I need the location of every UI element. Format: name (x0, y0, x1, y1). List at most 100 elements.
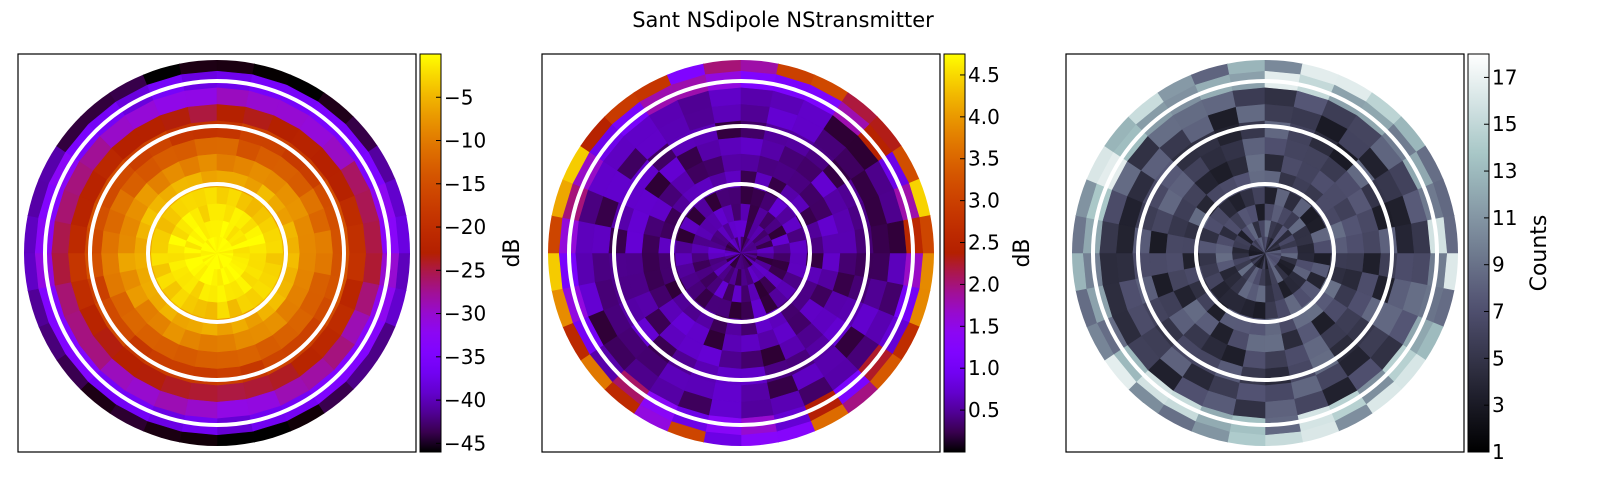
heatmap-cell (870, 223, 891, 254)
elevation-circle (567, 79, 915, 427)
colorbar-1 (943, 53, 966, 453)
heatmap-cell (1362, 252, 1382, 276)
elevation-circles-1 (567, 79, 915, 427)
heatmap-cell (718, 350, 742, 370)
colorbar-tick-label: 17 (1492, 65, 1517, 89)
colorbar-2 (1467, 53, 1490, 453)
heatmap-cell (1225, 431, 1266, 446)
heatmap-cell (591, 252, 612, 283)
heatmap-cell (718, 136, 742, 156)
heatmap-cell (711, 382, 742, 403)
colorbar-tick-label: −35 (444, 345, 486, 369)
heatmap-cell (1264, 382, 1295, 403)
heatmap-cell (740, 350, 764, 370)
heatmap-cell (1148, 252, 1168, 276)
heatmap-cell (297, 233, 317, 254)
heatmap-cell (1242, 136, 1266, 156)
heatmap-cell (740, 333, 761, 353)
colorbar-tick-label: 1.0 (968, 356, 1000, 380)
heatmap-cell (177, 431, 218, 446)
heatmap-cell (701, 431, 742, 446)
heatmap-cell (1362, 230, 1382, 254)
heatmap-cell (1264, 103, 1295, 124)
heatmap-cell (1394, 252, 1415, 283)
colorbar-tick-label: 13 (1492, 159, 1517, 183)
heatmap-cell (711, 103, 742, 124)
heatmap-cell (1264, 333, 1285, 353)
heatmap-cell (1394, 223, 1415, 254)
colorbar-tick-label: 3 (1492, 393, 1505, 417)
colorbar-tick-label: −30 (444, 302, 486, 326)
heatmap-cell (216, 382, 247, 403)
colorbar-tick-label: 1.5 (968, 314, 1000, 338)
heatmap-cell (838, 230, 858, 254)
heatmap-cell (721, 153, 742, 173)
heatmap-cells-0 (24, 60, 410, 446)
panel-residual: 0.5 1.0 1.5 2.0 2.5 3.0 3.5 4.0 4.5 dB (541, 53, 1035, 453)
colorbar-label-0: dB (500, 238, 525, 267)
heatmap-cell (1115, 223, 1136, 254)
heatmap-cell (67, 223, 88, 254)
elevation-circle (43, 79, 391, 427)
heatmap-cell (197, 153, 218, 173)
heatmap-cell (314, 230, 334, 254)
heatmap-cell (624, 230, 644, 254)
colorbar-tick-label: 1 (1492, 440, 1505, 464)
colorbar-tick-label: 7 (1492, 300, 1505, 324)
colorbar-tick-label: 4.0 (968, 105, 1000, 129)
heatmap-cell (821, 233, 841, 254)
heatmap-cell (1264, 60, 1305, 75)
colorbar-tick-label: −5 (444, 85, 473, 109)
colorbar-tick-label: 9 (1492, 253, 1505, 277)
colorbar-tick-label: −15 (444, 172, 486, 196)
elevation-circle (88, 124, 346, 382)
heatmap-cell (838, 252, 858, 276)
heatmap-cell (100, 252, 120, 276)
panel-beam-model: −5 −10 −15 −20 −25 −30 −35 −40 −45 dB (17, 53, 525, 455)
heatmap-cell (1264, 136, 1288, 156)
heatmap-cell (740, 60, 781, 75)
heatmap-cell (641, 252, 661, 273)
colorbar-0 (419, 53, 442, 453)
heatmap-cell (1345, 233, 1365, 254)
elevation-circle (1136, 124, 1394, 382)
heatmap-cell (1165, 252, 1185, 273)
colorbar-tick-label: −10 (444, 129, 486, 153)
colorbar-tick-label: −25 (444, 258, 486, 282)
colorbar-tick-label: −45 (444, 431, 486, 455)
elevation-circles-0 (43, 79, 391, 427)
heatmap-cell (24, 213, 39, 254)
heatmap-cell (1245, 153, 1266, 173)
heatmap-cell (216, 136, 240, 156)
heatmap-cell (117, 252, 137, 273)
colorbar-tick-label: 2.0 (968, 272, 1000, 296)
heatmap-cell (194, 136, 218, 156)
heatmap-cell (870, 252, 891, 283)
colorbar-tick-label: 4.5 (968, 63, 1000, 87)
colorbar-tick-label: 3.5 (968, 147, 1000, 171)
heatmap-cell (67, 252, 88, 283)
heatmap-cell (216, 60, 257, 75)
elevation-circle (1194, 182, 1336, 324)
heatmap-cell (216, 350, 240, 370)
elevation-circle (612, 124, 870, 382)
heatmap-cell (100, 230, 120, 254)
heatmap-cell (740, 103, 771, 124)
colorbar-tick-label: 2.5 (968, 231, 1000, 255)
colorbar-tick-label: 5 (1492, 346, 1505, 370)
heatmap-cell (591, 223, 612, 254)
colorbar-tick-label: −20 (444, 215, 486, 239)
heatmap-cell (548, 213, 563, 254)
heatmap-cell (346, 252, 367, 283)
colorbar-tick-label: −40 (444, 388, 486, 412)
elevation-circle (146, 182, 288, 324)
heatmap-cell (740, 136, 764, 156)
heatmap-cell (187, 103, 218, 124)
colorbar-tick-label: 11 (1492, 206, 1517, 230)
heatmap-cell (314, 252, 334, 276)
heatmap-cell (216, 333, 237, 353)
colorbar-label-1: dB (1010, 238, 1035, 267)
